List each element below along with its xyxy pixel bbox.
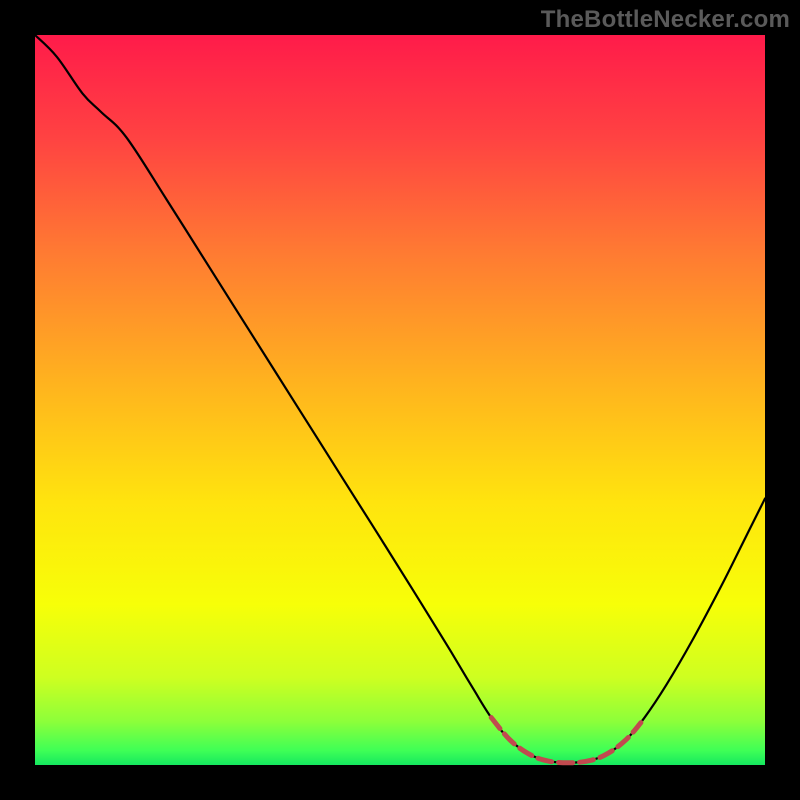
watermark-text: TheBottleNecker.com [541,6,790,34]
valley-dash-path [491,718,641,763]
curve-layer [35,35,765,765]
valley-dash-group [491,718,641,763]
bottleneck-curve [35,35,765,763]
plot-area [35,35,765,765]
